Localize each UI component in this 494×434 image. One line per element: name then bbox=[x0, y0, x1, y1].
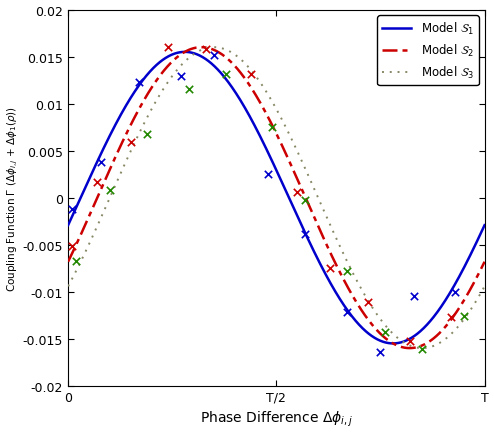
Model $\mathcal{S}_3$ bbox=[482, 284, 488, 289]
Point bbox=[164, 44, 172, 51]
Model $\mathcal{S}_1$ bbox=[391, 341, 397, 346]
Model $\mathcal{S}_3$ bbox=[249, 69, 255, 75]
Legend: Model $\mathcal{S}_1$, Model $\mathcal{S}_2$, Model $\mathcal{S}_3$: Model $\mathcal{S}_1$, Model $\mathcal{S… bbox=[377, 16, 479, 86]
Model $\mathcal{S}_2$ bbox=[482, 260, 488, 265]
Line: Model $\mathcal{S}_1$: Model $\mathcal{S}_1$ bbox=[68, 53, 485, 344]
Model $\mathcal{S}_1$ bbox=[390, 341, 396, 346]
Model $\mathcal{S}_2$ bbox=[390, 341, 396, 346]
Point bbox=[247, 71, 255, 78]
Model $\mathcal{S}_2$ bbox=[108, 165, 114, 171]
Model $\mathcal{S}_2$ bbox=[398, 344, 404, 349]
Model $\mathcal{S}_3$ bbox=[108, 194, 114, 199]
Model $\mathcal{S}_2$ bbox=[407, 346, 412, 351]
Point bbox=[293, 189, 301, 196]
Point bbox=[210, 53, 218, 59]
Model $\mathcal{S}_3$ bbox=[234, 54, 240, 59]
Point bbox=[73, 258, 81, 265]
Point bbox=[327, 264, 334, 271]
Point bbox=[460, 313, 468, 320]
Point bbox=[301, 197, 309, 204]
Model $\mathcal{S}_3$ bbox=[390, 332, 396, 337]
Model $\mathcal{S}_2$ bbox=[199, 46, 205, 51]
Point bbox=[93, 179, 101, 186]
Model $\mathcal{S}_1$ bbox=[249, 118, 255, 124]
Point bbox=[410, 293, 418, 299]
Line: Model $\mathcal{S}_3$: Model $\mathcal{S}_3$ bbox=[68, 48, 485, 349]
Point bbox=[185, 86, 193, 93]
Model $\mathcal{S}_2$ bbox=[65, 260, 71, 265]
Model $\mathcal{S}_1$ bbox=[482, 223, 488, 228]
Point bbox=[176, 73, 184, 80]
Point bbox=[143, 131, 151, 138]
Model $\mathcal{S}_1$ bbox=[65, 223, 71, 228]
Point bbox=[68, 243, 76, 250]
Point bbox=[264, 171, 272, 178]
Model $\mathcal{S}_1$ bbox=[352, 317, 358, 322]
Model $\mathcal{S}_1$ bbox=[108, 132, 114, 137]
Model $\mathcal{S}_2$ bbox=[234, 66, 240, 72]
Point bbox=[268, 124, 276, 131]
Model $\mathcal{S}_3$ bbox=[211, 46, 217, 51]
Point bbox=[343, 308, 351, 315]
Point bbox=[301, 230, 309, 237]
Point bbox=[135, 79, 143, 86]
Point bbox=[364, 299, 372, 306]
X-axis label: Phase Difference $\Delta\phi_{i,j}$: Phase Difference $\Delta\phi_{i,j}$ bbox=[200, 409, 353, 428]
Model $\mathcal{S}_3$ bbox=[352, 274, 358, 279]
Point bbox=[406, 338, 413, 345]
Model $\mathcal{S}_1$ bbox=[234, 93, 240, 98]
Point bbox=[376, 349, 384, 356]
Model $\mathcal{S}_3$ bbox=[419, 346, 425, 351]
Point bbox=[447, 314, 455, 321]
Point bbox=[68, 207, 76, 214]
Point bbox=[343, 267, 351, 274]
Model $\mathcal{S}_3$ bbox=[398, 338, 404, 343]
Model $\mathcal{S}_2$ bbox=[249, 87, 255, 92]
Model $\mathcal{S}_1$ bbox=[182, 50, 188, 56]
Point bbox=[106, 187, 114, 194]
Y-axis label: Coupling Function $\Gamma$ ($\Delta\phi_{i,j}$ + $\Delta\phi_1(\rho)$): Coupling Function $\Gamma$ ($\Delta\phi_… bbox=[5, 105, 20, 291]
Point bbox=[202, 46, 209, 53]
Model $\mathcal{S}_3$ bbox=[65, 284, 71, 289]
Point bbox=[418, 345, 426, 352]
Line: Model $\mathcal{S}_2$: Model $\mathcal{S}_2$ bbox=[68, 48, 485, 349]
Point bbox=[97, 160, 105, 167]
Point bbox=[381, 329, 389, 336]
Point bbox=[222, 71, 230, 78]
Model $\mathcal{S}_2$ bbox=[352, 297, 358, 302]
Model $\mathcal{S}_1$ bbox=[398, 340, 404, 345]
Point bbox=[452, 289, 459, 296]
Point bbox=[126, 139, 134, 146]
